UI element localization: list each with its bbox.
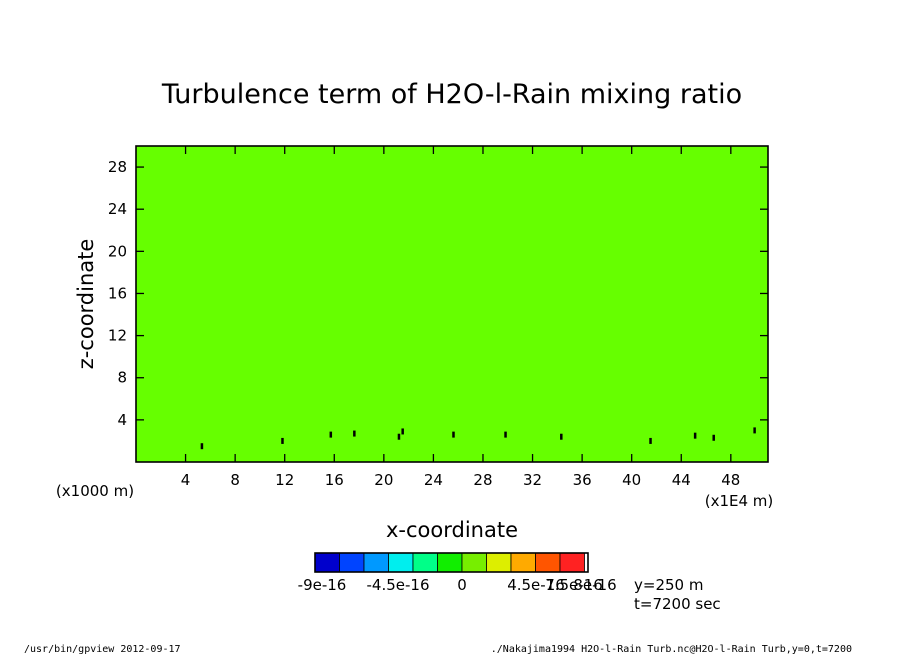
x-tick-label: 20: [374, 471, 393, 489]
y-tick-label: 24: [108, 200, 127, 218]
y-axis-label: z-coordinate: [74, 239, 98, 370]
contour-mark: [397, 433, 401, 440]
colorbar-label: 7.5e-16: [545, 576, 603, 594]
colorbar-label: -4.5e-16: [367, 576, 430, 594]
colorbar-swatch: [363, 552, 389, 573]
x-tick-label: 40: [622, 471, 641, 489]
x-axis-label: x-coordinate: [386, 518, 518, 542]
colorbar: [314, 552, 585, 573]
contour-mark: [712, 434, 715, 441]
contour-mark: [753, 427, 756, 434]
x-tick-label: 48: [721, 471, 740, 489]
x-tick-label: 32: [523, 471, 542, 489]
contour-mark: [504, 431, 507, 438]
colorbar-label: 4.5e-16: [507, 576, 565, 594]
contour-mark: [401, 428, 404, 435]
colorbar-swatch: [437, 552, 463, 573]
y-tick-label: 8: [117, 369, 127, 387]
x-tick-label: 36: [573, 471, 592, 489]
annotation-y: y=250 m: [634, 576, 703, 594]
contour-mark: [353, 430, 356, 437]
footer-left: /usr/bin/gpview 2012-09-17: [24, 644, 181, 654]
contour-mark: [693, 432, 697, 439]
colorbar-label: 0: [457, 576, 467, 594]
x-tick-label: 4: [181, 471, 191, 489]
y-scale-note: (x1000 m): [56, 482, 134, 500]
colorbar-frame: [314, 552, 589, 573]
x-tick-label: 16: [325, 471, 344, 489]
x-tick-label: 12: [275, 471, 294, 489]
y-tick-label: 12: [108, 327, 127, 345]
x-axis: 4 8 12 16 20 24 28 32 36 40 44 48: [181, 146, 740, 489]
field-area: [136, 146, 768, 462]
colorbar-swatch: [412, 552, 438, 573]
contour-mark: [200, 443, 204, 450]
contour-mark: [281, 437, 284, 444]
colorbar-swatch: [339, 552, 365, 573]
colorbar-swatch: [314, 552, 340, 573]
contour-mark: [452, 431, 455, 438]
contour-mark: [329, 431, 333, 438]
contour-mark: [649, 437, 652, 444]
x-tick-label: 28: [473, 471, 492, 489]
annotation-t: t=7200 sec: [634, 595, 721, 613]
colorbar-swatch: [388, 552, 414, 573]
footer-right: ./Nakajima1994_H2O-l-Rain_Turb.nc@H2O-l-…: [491, 644, 852, 654]
y-tick-label: 28: [108, 158, 127, 176]
colorbar-label: 8e-16: [573, 576, 616, 594]
chart-title: Turbulence term of H2O-l-Rain mixing rat…: [161, 79, 742, 110]
colorbar-swatch: [559, 552, 585, 573]
x-tick-label: 24: [424, 471, 443, 489]
y-tick-label: 20: [108, 242, 127, 260]
x-tick-label: 8: [230, 471, 240, 489]
x-tick-label: 44: [672, 471, 691, 489]
colorbar-swatch: [486, 552, 512, 573]
plot-frame: [135, 145, 769, 463]
colorbar-label: -9e-16: [298, 576, 347, 594]
contour-marks: [200, 427, 756, 450]
contour-mark: [560, 433, 563, 440]
colorbar-swatch: [461, 552, 487, 573]
colorbar-swatch: [535, 552, 561, 573]
x-scale-note: (x1E4 m): [705, 492, 774, 510]
y-tick-label: 16: [108, 284, 127, 302]
y-axis: 4 8 12 16 20 24 28: [108, 158, 768, 429]
y-tick-label: 4: [117, 411, 127, 429]
colorbar-swatch: [510, 552, 536, 573]
